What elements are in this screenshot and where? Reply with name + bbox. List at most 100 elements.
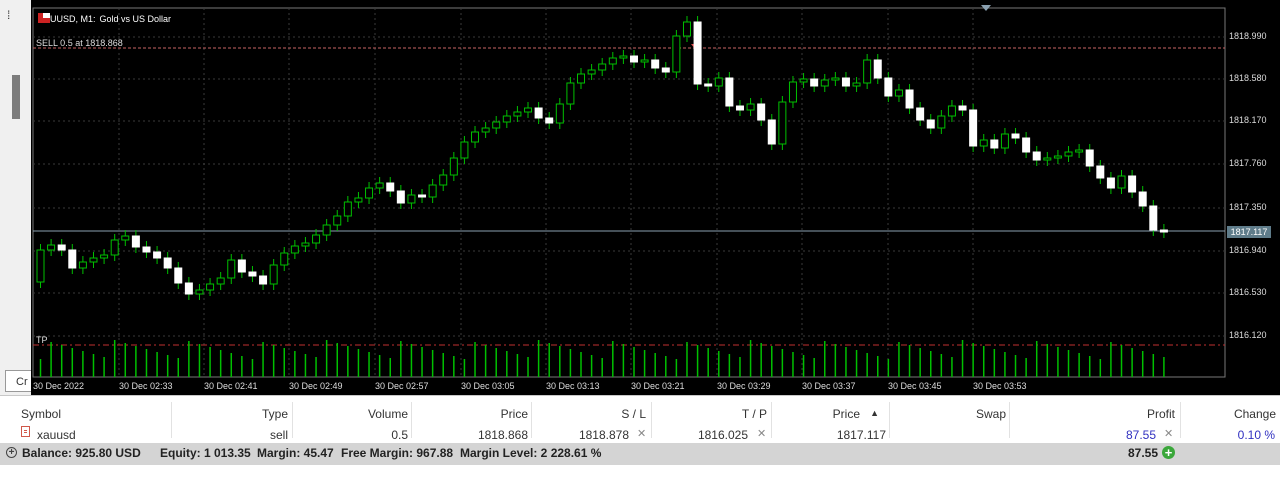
candle bbox=[534, 107, 543, 119]
candle bbox=[184, 282, 193, 295]
candle bbox=[163, 257, 172, 269]
candle bbox=[524, 107, 533, 113]
candle bbox=[1043, 157, 1052, 161]
header-price[interactable]: Price bbox=[500, 407, 528, 421]
candle bbox=[1011, 133, 1020, 139]
candle bbox=[1159, 229, 1168, 233]
summary-equity: Equity: 1 013.35 bbox=[160, 446, 251, 460]
row-profit: 87.55 bbox=[1125, 428, 1156, 442]
candle bbox=[68, 249, 77, 269]
candle bbox=[365, 187, 374, 199]
table-row[interactable]: xauusd sell 0.5 1818.868 1818.878 ✕ 1816… bbox=[0, 425, 1280, 446]
header-tp[interactable]: T / P bbox=[741, 407, 767, 421]
header-symbol[interactable]: Symbol bbox=[21, 407, 62, 421]
candle bbox=[142, 246, 151, 253]
candle bbox=[1075, 149, 1084, 153]
candle bbox=[47, 244, 56, 251]
candle bbox=[725, 77, 734, 107]
candle bbox=[1096, 165, 1105, 179]
current-price-tag: 1817.117 bbox=[1227, 226, 1271, 238]
trade-table: Symbol Type Volume Price S / L T / P Pri… bbox=[0, 395, 1280, 480]
price-axis-label: 1818.990 bbox=[1229, 31, 1267, 41]
candle bbox=[312, 234, 321, 244]
candle bbox=[1022, 137, 1031, 153]
time-axis-label: 30 Dec 03:13 bbox=[546, 381, 600, 391]
take-profit-label: TP bbox=[36, 335, 48, 345]
time-axis-label: 30 Dec 03:45 bbox=[888, 381, 942, 391]
candle bbox=[386, 182, 395, 192]
remove-sl-icon[interactable]: ✕ bbox=[637, 428, 647, 440]
candle bbox=[237, 259, 246, 273]
candle bbox=[481, 127, 490, 133]
candle bbox=[767, 119, 776, 145]
header-change[interactable]: Change bbox=[1233, 407, 1276, 421]
row-tp: 1816.025 bbox=[697, 428, 748, 442]
left-panel: ⁞ Cr bbox=[0, 0, 32, 395]
expand-icon[interactable]: + bbox=[6, 447, 17, 458]
summary-profit: 87.55 bbox=[1127, 446, 1158, 460]
price-axis-label: 1818.580 bbox=[1229, 73, 1267, 83]
candle bbox=[153, 251, 162, 259]
time-axis-label: 30 Dec 03:53 bbox=[973, 381, 1027, 391]
add-icon[interactable]: + bbox=[1162, 446, 1175, 459]
candle bbox=[206, 283, 215, 291]
candle bbox=[1106, 177, 1115, 189]
panel-scrollbar-thumb[interactable] bbox=[12, 75, 20, 119]
panel-tab[interactable]: Cr bbox=[5, 370, 31, 392]
candle bbox=[1085, 149, 1094, 167]
remove-tp-icon[interactable]: ✕ bbox=[757, 428, 767, 440]
candle bbox=[418, 194, 427, 198]
candle bbox=[873, 59, 882, 79]
candle bbox=[926, 119, 935, 129]
chart-shift-marker[interactable] bbox=[981, 5, 991, 11]
summary-free-margin: Free Margin: 967.88 bbox=[341, 446, 454, 460]
candle bbox=[969, 109, 978, 147]
candle bbox=[788, 81, 797, 103]
candle bbox=[682, 21, 691, 37]
header-profit[interactable]: Profit bbox=[1146, 407, 1175, 421]
account-summary-row: + Balance: 925.80 USD Equity: 1 013.35 M… bbox=[0, 443, 1280, 465]
summary-margin-level: Margin Level: 2 228.61 % bbox=[460, 446, 602, 460]
time-axis-label: 30 Dec 03:29 bbox=[717, 381, 771, 391]
time-axis-label: 30 Dec 03:05 bbox=[461, 381, 515, 391]
candle bbox=[735, 105, 744, 111]
row-current-price: 1817.117 bbox=[836, 428, 886, 442]
candle bbox=[333, 215, 342, 226]
row-symbol: xauusd bbox=[37, 428, 76, 442]
candle bbox=[937, 115, 946, 129]
summary-balance: Balance: 925.80 USD bbox=[22, 446, 141, 460]
candle bbox=[57, 244, 66, 251]
price-chart[interactable]: XAUUSD, M1: Gold vs US Dollar SELL 0.5 a… bbox=[31, 0, 1280, 395]
candle bbox=[396, 190, 405, 204]
time-axis-label: 30 Dec 02:57 bbox=[375, 381, 429, 391]
candle bbox=[863, 59, 872, 84]
candle bbox=[608, 57, 617, 65]
candle bbox=[195, 289, 204, 295]
close-position-icon[interactable]: ✕ bbox=[1164, 428, 1174, 440]
row-change: 0.10 % bbox=[1237, 428, 1275, 442]
candle bbox=[831, 77, 840, 81]
price-axis-label: 1816.530 bbox=[1229, 287, 1267, 297]
candle bbox=[322, 224, 331, 236]
candle bbox=[905, 89, 914, 109]
header-sl[interactable]: S / L bbox=[621, 407, 646, 421]
header-swap[interactable]: Swap bbox=[975, 407, 1006, 421]
candle bbox=[661, 67, 670, 73]
header-current-price[interactable]: Price bbox=[832, 407, 860, 421]
candle bbox=[89, 257, 98, 263]
candle bbox=[492, 121, 501, 129]
time-axis-label: 30 Dec 02:49 bbox=[289, 381, 343, 391]
candle bbox=[714, 77, 723, 87]
header-type[interactable]: Type bbox=[261, 407, 288, 421]
candle bbox=[502, 115, 511, 123]
candle bbox=[810, 78, 819, 87]
header-volume[interactable]: Volume bbox=[367, 407, 408, 421]
candle bbox=[1128, 175, 1137, 193]
candle bbox=[1117, 175, 1126, 189]
candle bbox=[439, 174, 448, 186]
sell-order-icon bbox=[21, 426, 30, 437]
candle bbox=[280, 252, 289, 266]
candle bbox=[1138, 191, 1147, 207]
candle bbox=[651, 59, 660, 69]
chart-legend: XAUUSD, M1: Gold vs US Dollar bbox=[38, 13, 171, 25]
